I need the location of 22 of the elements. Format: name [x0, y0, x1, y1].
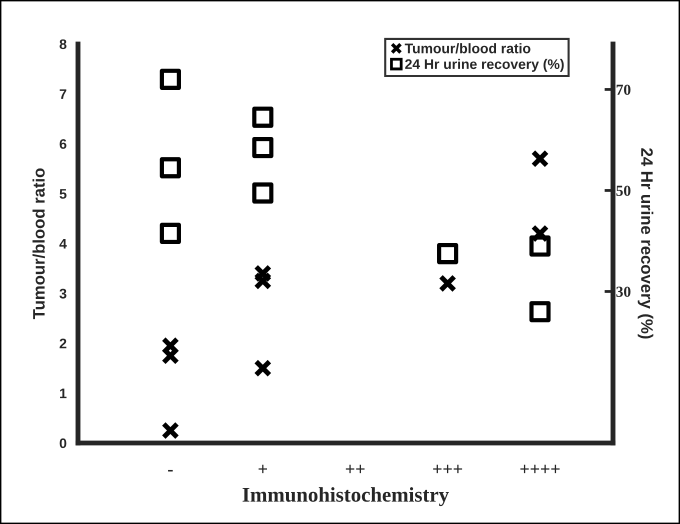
y-tick-label: 8: [60, 39, 66, 50]
y2-tick-label: 70: [616, 84, 630, 95]
y-tick-label: 0: [60, 438, 66, 448]
x-tick-label: ++++: [520, 464, 560, 474]
y-axis-title: Tumour/blood ratio: [32, 168, 45, 320]
legend-label: Tumour/blood ratio: [404, 43, 530, 54]
legend-label: 24 Hr urine recovery (%): [405, 58, 564, 72]
y-tick-label: 1: [60, 388, 67, 398]
y-tick-label: 7: [60, 89, 66, 99]
y-tick-label: 5: [60, 189, 67, 199]
y2-tick-label: 50: [616, 186, 630, 196]
x-axis-title: Immunohistochemistry: [242, 487, 449, 506]
x-tick-label: +: [258, 464, 268, 474]
y-tick-label: 2: [60, 338, 66, 348]
x-tick-label: ++: [346, 464, 365, 474]
y2-axis-title: 24 Hr urine recovery (%): [638, 148, 654, 339]
y2-tick-label: 30: [616, 286, 630, 297]
y-tick-label: 3: [59, 288, 66, 299]
x-tick-label: +++: [433, 464, 462, 474]
y-tick-label: 6: [60, 139, 66, 149]
x-tick-label: -: [168, 470, 173, 472]
y-tick-label: 4: [59, 238, 67, 249]
